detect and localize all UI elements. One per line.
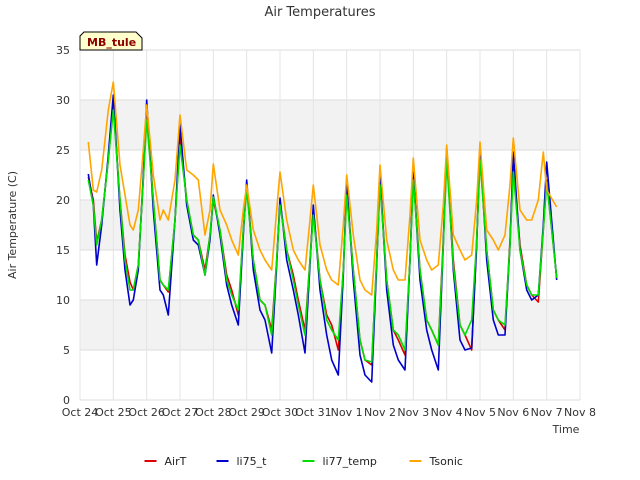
x-tick-label: Nov 4	[431, 406, 463, 419]
x-tick-label: Nov 2	[364, 406, 396, 419]
x-tick-label: Nov 6	[497, 406, 529, 419]
legend-label-tsonic: Tsonic	[429, 455, 463, 468]
chart-title: Air Temperatures	[264, 5, 375, 20]
y-axis-label: Air Temperature (C)	[6, 171, 19, 279]
x-tick-label: Nov 7	[531, 406, 563, 419]
y-axis-ticks: 0 5 10 15 20 25 30 35	[56, 44, 70, 407]
station-tag: MB_tule	[79, 31, 143, 51]
plot-band	[80, 350, 580, 400]
y-tick-label: 25	[56, 144, 70, 157]
x-tick-label: Oct 26	[128, 406, 165, 419]
y-tick-label: 30	[56, 94, 70, 107]
x-tick-label: Oct 27	[162, 406, 199, 419]
legend: AirT li75_t li77_temp Tsonic	[144, 455, 463, 468]
x-tick-label: Nov 1	[331, 406, 363, 419]
legend-label-li77-temp: li77_temp	[323, 455, 377, 468]
grid-lines	[79, 49, 581, 401]
plot-band	[80, 150, 580, 200]
x-tick-label: Oct 31	[295, 406, 332, 419]
x-tick-label: Oct 29	[228, 406, 265, 419]
legend-label-li75-t: li75_t	[237, 455, 268, 468]
y-tick-label: 35	[56, 44, 70, 57]
plot-bands	[80, 50, 580, 400]
station-tag-label: MB_tule	[87, 36, 136, 49]
x-tick-label: Nov 3	[397, 406, 429, 419]
y-tick-label: 5	[63, 344, 70, 357]
station-tag-box	[79, 31, 143, 51]
x-tick-label: Nov 5	[464, 406, 496, 419]
series-line-li77-temp	[87, 109, 558, 363]
x-axis-label: Time	[552, 423, 580, 436]
x-tick-label: Nov 8	[564, 406, 596, 419]
x-tick-label: Oct 24	[62, 406, 99, 419]
plot-band	[80, 100, 580, 150]
plot-band	[80, 200, 580, 250]
x-tick-label: Oct 25	[95, 406, 132, 419]
series-lines	[87, 81, 558, 383]
y-tick-label: 0	[63, 394, 70, 407]
series-line-tsonic	[87, 81, 558, 296]
plot-band	[80, 50, 580, 100]
y-tick-label: 20	[56, 194, 70, 207]
x-tick-label: Oct 30	[262, 406, 299, 419]
x-tick-label: Oct 28	[195, 406, 232, 419]
y-tick-label: 15	[56, 244, 70, 257]
y-tick-label: 10	[56, 294, 70, 307]
legend-label-airt: AirT	[165, 455, 187, 468]
